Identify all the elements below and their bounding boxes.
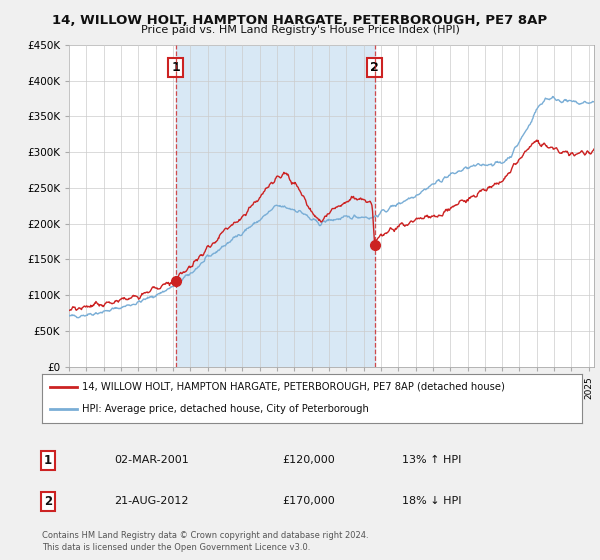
Text: £170,000: £170,000 bbox=[282, 496, 335, 506]
Text: 14, WILLOW HOLT, HAMPTON HARGATE, PETERBOROUGH, PE7 8AP (detached house): 14, WILLOW HOLT, HAMPTON HARGATE, PETERB… bbox=[83, 382, 505, 392]
Text: 21-AUG-2012: 21-AUG-2012 bbox=[114, 496, 188, 506]
Text: 1: 1 bbox=[44, 454, 52, 467]
Text: 18% ↓ HPI: 18% ↓ HPI bbox=[402, 496, 461, 506]
Text: 02-MAR-2001: 02-MAR-2001 bbox=[114, 455, 189, 465]
Text: 14, WILLOW HOLT, HAMPTON HARGATE, PETERBOROUGH, PE7 8AP: 14, WILLOW HOLT, HAMPTON HARGATE, PETERB… bbox=[52, 14, 548, 27]
Text: 2: 2 bbox=[370, 61, 379, 74]
Text: Contains HM Land Registry data © Crown copyright and database right 2024.: Contains HM Land Registry data © Crown c… bbox=[42, 531, 368, 540]
Bar bbox=[176, 45, 374, 367]
Text: Price paid vs. HM Land Registry's House Price Index (HPI): Price paid vs. HM Land Registry's House … bbox=[140, 25, 460, 35]
Text: This data is licensed under the Open Government Licence v3.0.: This data is licensed under the Open Gov… bbox=[42, 543, 310, 552]
Text: 13% ↑ HPI: 13% ↑ HPI bbox=[402, 455, 461, 465]
Text: £120,000: £120,000 bbox=[282, 455, 335, 465]
Text: 2: 2 bbox=[44, 494, 52, 508]
Text: 1: 1 bbox=[172, 61, 180, 74]
Text: HPI: Average price, detached house, City of Peterborough: HPI: Average price, detached house, City… bbox=[83, 404, 370, 414]
